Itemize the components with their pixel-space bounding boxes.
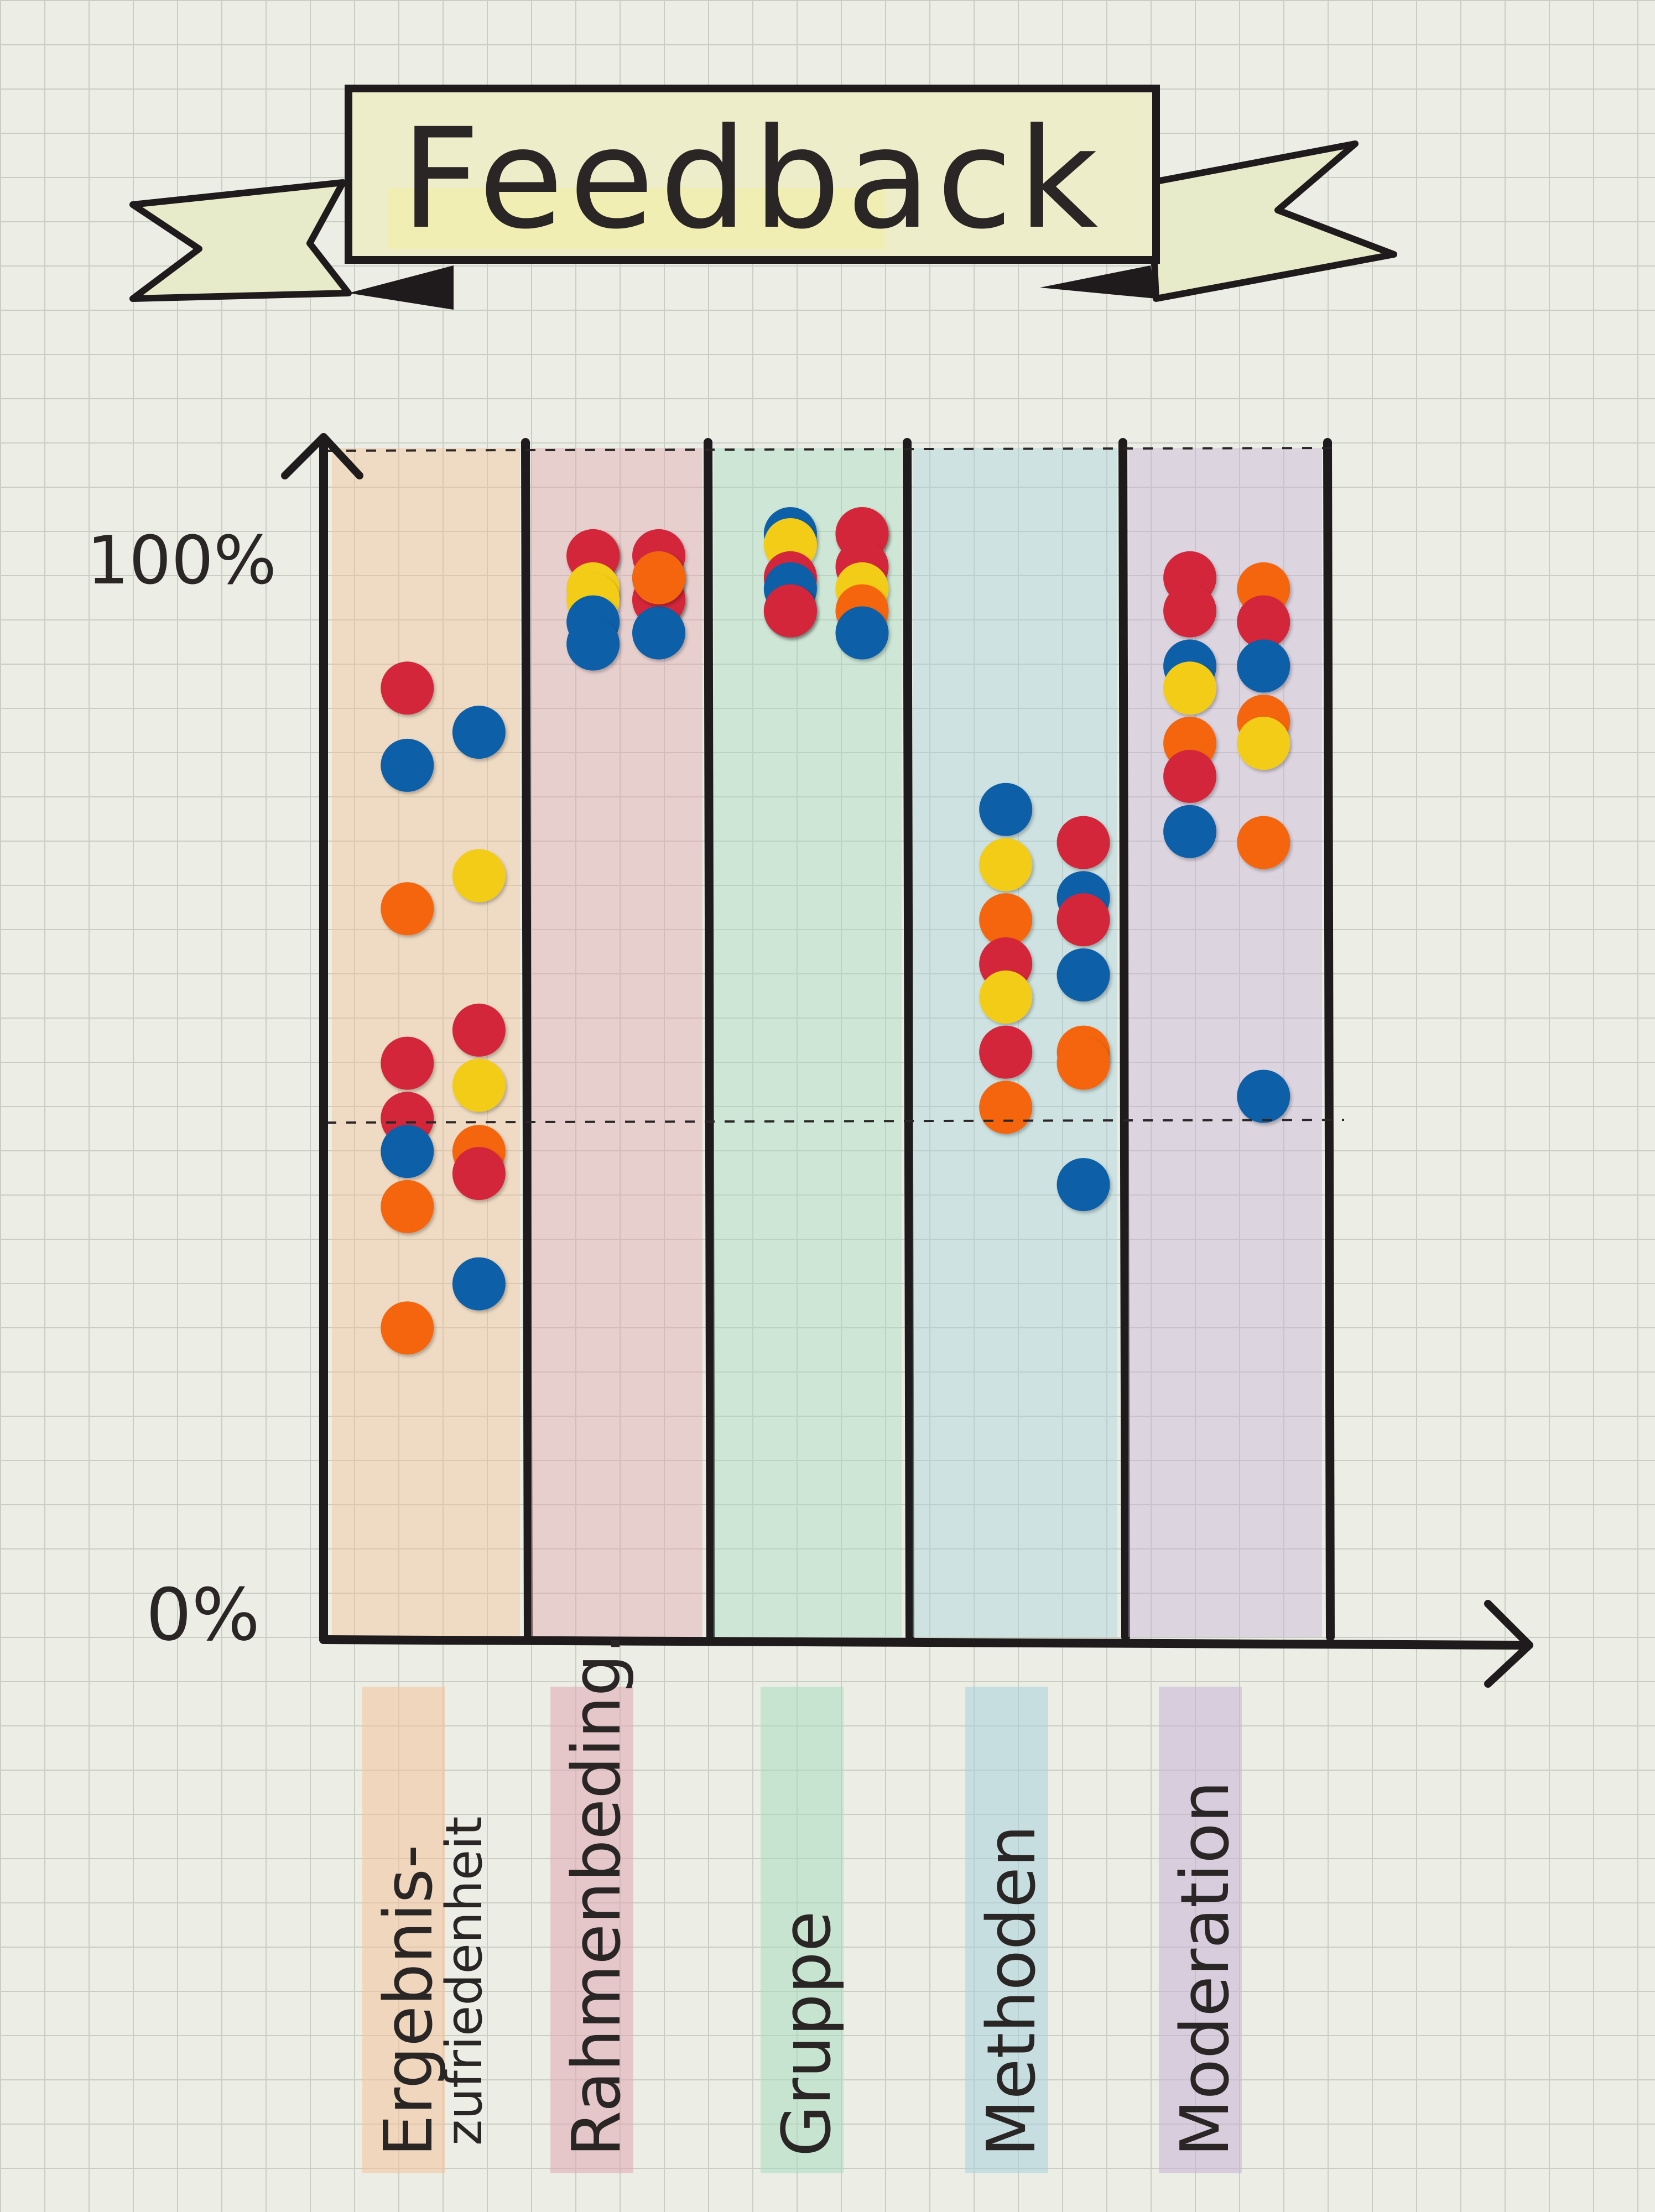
column-label-3: Methoden <box>974 1825 1050 2157</box>
label-highlight-3 <box>965 1687 1048 2173</box>
sticker-dot-orange <box>979 893 1033 947</box>
sticker-dot-orange <box>979 1081 1033 1134</box>
sticker-dot-blue <box>381 1125 434 1178</box>
columns <box>332 438 1335 1641</box>
page-title: Feedback <box>401 98 1104 259</box>
sticker-dot-red <box>381 1036 434 1090</box>
sticker-dot-blue <box>1057 1158 1110 1212</box>
sticker-dot-orange <box>381 1301 434 1355</box>
column-divider-2 <box>903 438 914 1641</box>
y-axis-bottom-label: 0% <box>146 1573 260 1657</box>
sticker-dot-orange <box>1057 1036 1110 1090</box>
sticker-dot-yellow <box>1163 661 1217 715</box>
column-divider-0 <box>521 438 533 1641</box>
sticker-dot-red <box>763 584 817 638</box>
label-highlight-1 <box>550 1687 633 2173</box>
sticker-dot-blue <box>452 706 506 759</box>
sticker-dot-orange <box>381 882 434 936</box>
column-label-2: Gruppe <box>769 1911 846 2157</box>
sticker-dot-red <box>381 661 434 715</box>
title-banner: Feedback <box>129 85 1397 310</box>
sticker-dot-red <box>1237 595 1290 649</box>
sticker-dot-red <box>1163 584 1217 638</box>
label-highlight-2 <box>761 1687 844 2173</box>
sticker-dot-yellow <box>979 970 1033 1024</box>
sticker-dot-blue <box>835 606 889 660</box>
sticker-dot-red <box>452 1003 506 1057</box>
sticker-dot-blue <box>1057 948 1110 1001</box>
sticker-dot-red <box>1163 749 1217 803</box>
sticker-dot-blue <box>632 606 685 660</box>
sticker-dot-blue <box>566 617 620 671</box>
sticker-dot-yellow <box>452 1058 506 1112</box>
guide-line-top <box>326 447 1339 452</box>
sticker-dot-red <box>1057 893 1110 947</box>
sticker-dot-blue <box>381 738 434 792</box>
sticker-dot-red <box>1057 816 1110 869</box>
sticker-dot-blue <box>1163 805 1217 858</box>
sticker-dot-yellow <box>452 849 506 902</box>
column-divider-3 <box>1118 438 1130 1641</box>
column-label-4: Moderation <box>1167 1781 1244 2157</box>
sticker-dot-blue <box>1237 639 1290 693</box>
sticker-dot-red <box>979 1025 1033 1079</box>
column-label-0-line2: zufriedenheit <box>435 1816 493 2146</box>
label-highlight-4 <box>1159 1687 1242 2173</box>
sticker-dot-orange <box>632 551 685 604</box>
column-tint-4 <box>1128 448 1322 1637</box>
column-label-0: Ergebnis- <box>371 1845 447 2157</box>
column-divider-1 <box>704 438 715 1641</box>
sticker-dot-blue <box>452 1257 506 1311</box>
column-divider-4 <box>1323 438 1335 1641</box>
label-highlight-0 <box>362 1687 445 2173</box>
sticker-dot-blue <box>1237 1070 1290 1123</box>
column-label-1: Rahmenbeding. <box>559 1633 636 2157</box>
sticker-dot-orange <box>381 1180 434 1233</box>
sticker-dot-yellow <box>979 838 1033 891</box>
sticker-dot-orange <box>1237 816 1290 869</box>
sticker-dot-blue <box>979 782 1033 836</box>
sticker-dot-red <box>452 1147 506 1201</box>
y-axis-top-label: 100% <box>87 523 277 599</box>
sticker-dot-yellow <box>1237 717 1290 770</box>
y-axis <box>281 433 363 1644</box>
column-labels: Ergebnis-zufriedenheit Rahmenbeding. Grupp… <box>362 1633 1244 2173</box>
x-axis <box>319 1600 1533 1688</box>
